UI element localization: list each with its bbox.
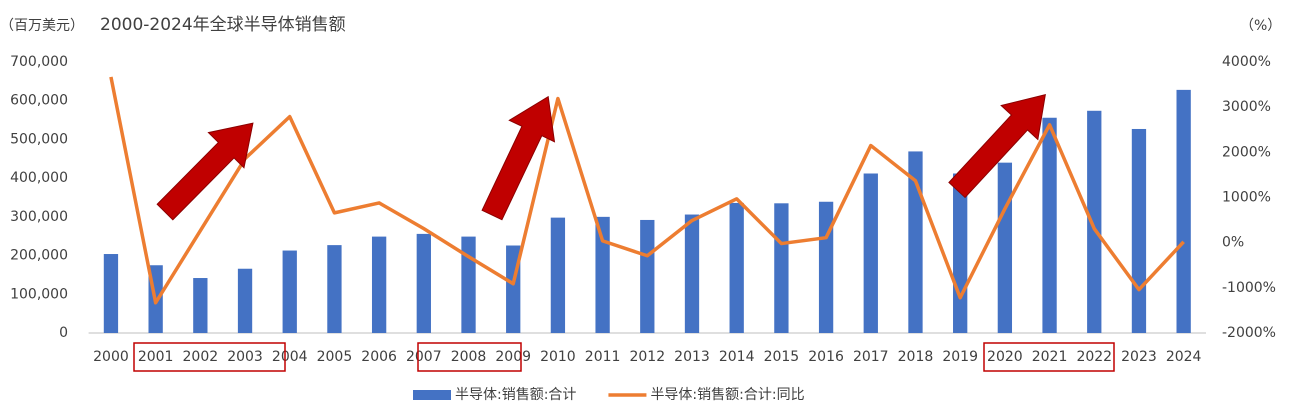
bar [997, 162, 1013, 333]
bar [1176, 89, 1191, 333]
y2-tick-label: 2000% [1222, 144, 1271, 160]
x-tick-label: 2009 [495, 349, 531, 365]
y-tick-label: 0 [59, 325, 68, 341]
x-tick-label: 2014 [719, 349, 755, 365]
bar [684, 214, 700, 333]
x-tick-label: 2005 [317, 349, 353, 365]
x-tick-label: 2001 [138, 349, 174, 365]
x-tick-label: 2019 [942, 349, 978, 365]
y2-tick-label: 1000% [1222, 190, 1271, 206]
bar [774, 203, 789, 333]
arrow [948, 93, 1046, 199]
x-tick-label: 2012 [629, 349, 665, 365]
bar [461, 236, 476, 333]
y2-tick-label: -1000% [1222, 280, 1276, 296]
x-tick-label: 2023 [1121, 349, 1157, 365]
highlight-box [417, 342, 522, 372]
bar [103, 254, 119, 333]
y-tick-label: 500,000 [10, 131, 68, 147]
bar [640, 219, 655, 333]
x-tick-label: 2020 [987, 349, 1023, 365]
y-tick-label: 700,000 [10, 54, 68, 70]
y2-tick-label: 3000% [1222, 99, 1271, 115]
bar [550, 217, 566, 333]
legend-label: 半导体:销售额:合计 [455, 387, 576, 403]
bar [908, 151, 923, 333]
x-tick-label: 2013 [674, 349, 710, 365]
bar [371, 236, 387, 333]
bar [863, 173, 878, 333]
y-tick-label: 400,000 [10, 170, 68, 186]
legend-swatch [413, 390, 451, 400]
highlight-box [983, 342, 1115, 372]
bar [416, 233, 431, 333]
line [109, 76, 1185, 305]
y-tick-label: 600,000 [10, 93, 68, 109]
x-tick-label: 2006 [361, 349, 397, 365]
chart-title: 2000-2024年全球半导体销售额 [100, 15, 346, 35]
x-tick-label: 2010 [540, 349, 576, 365]
x-tick-label: 2016 [808, 349, 844, 365]
legend-label: 半导体:销售额:合计:同比 [650, 387, 804, 403]
x-tick-label: 2018 [898, 349, 934, 365]
arrow [156, 122, 254, 221]
y2-tick-label: -2000% [1222, 325, 1276, 341]
arrow [481, 95, 556, 221]
y-tick-label: 100,000 [10, 286, 68, 302]
plot: 0 100,000 200,000 300,000 400,000 500,000 600,… [10, 54, 1276, 403]
y2-tick-label: 0% [1222, 235, 1244, 251]
y-tick-label: 300,000 [10, 209, 68, 225]
x-tick-label: 2024 [1166, 349, 1202, 365]
bar [1042, 117, 1057, 334]
bar [193, 278, 208, 333]
x-tick-label: 2004 [272, 349, 308, 365]
x-tick-label: 2021 [1032, 349, 1068, 365]
x-tick-label: 2002 [183, 349, 219, 365]
bar [595, 216, 610, 333]
x-tick-label: 2007 [406, 349, 442, 365]
y-axis-unit: （百万美元） [0, 18, 84, 34]
y-tick-label: 200,000 [10, 248, 68, 264]
annotations [133, 342, 1115, 372]
bar [237, 268, 253, 333]
x-tick-label: 2003 [227, 349, 263, 365]
y2-axis-unit: （%） [1240, 18, 1281, 34]
bar [282, 250, 297, 333]
bar [1131, 128, 1147, 333]
highlight-box [133, 342, 286, 372]
x-tick-label: 2017 [853, 349, 889, 365]
x-tick-label: 2008 [451, 349, 487, 365]
y2-tick-label: 4000% [1222, 54, 1271, 70]
bar [729, 202, 744, 333]
bar [327, 245, 342, 333]
x-tick-label: 2000 [93, 349, 129, 365]
x-tick-label: 2011 [585, 349, 621, 365]
x-tick-label: 2015 [764, 349, 800, 365]
arrows [156, 93, 1046, 221]
bar [1087, 110, 1102, 333]
x-tick-label: 2022 [1076, 349, 1112, 365]
bar [818, 201, 834, 333]
